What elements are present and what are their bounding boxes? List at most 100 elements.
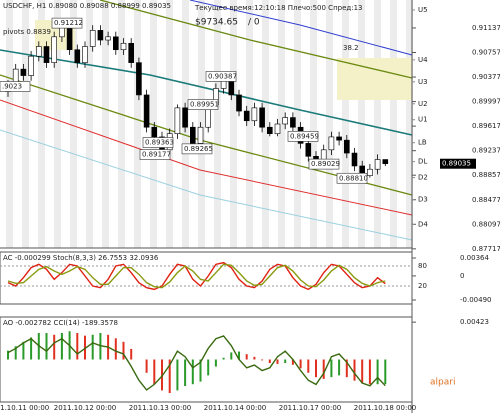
stripe: [230, 0, 237, 248]
level-label: U2: [418, 100, 428, 108]
candle-body: [343, 139, 350, 154]
pivots: pivots 0.8839: [3, 28, 51, 36]
y-tick-label: 0.90377: [472, 73, 500, 81]
price-label: 0.89951: [190, 101, 219, 109]
stripe: [406, 0, 413, 248]
stripe: [38, 0, 45, 248]
candle-body: [43, 46, 50, 63]
x-tick-label: 2011.10.14 00:00: [204, 404, 266, 412]
candle-body: [251, 107, 258, 122]
stripe: [214, 0, 221, 248]
level-label: D4: [418, 220, 428, 228]
candle-body: [382, 159, 389, 165]
x-tick-label: 2011.10.13 00:00: [129, 404, 191, 412]
logo: alpari: [430, 378, 455, 388]
price-label: 0.89177: [142, 151, 171, 159]
price-label-box: [139, 149, 171, 160]
stripe: [294, 0, 301, 248]
session-stripes: [6, 0, 413, 248]
stripe: [54, 0, 61, 248]
level-label: U1: [418, 116, 428, 124]
candle-body: [89, 30, 96, 47]
candle-body: [182, 107, 188, 128]
candle-body: [374, 159, 381, 170]
price-label-box: [205, 71, 237, 82]
candle-body: [113, 36, 119, 51]
candle-body: [236, 94, 242, 112]
x-tick-label: 2011.10.12 00:00: [54, 404, 116, 412]
last-price: 0.89035: [442, 160, 471, 168]
level-label: DL: [418, 158, 427, 166]
price-label-box: [308, 158, 340, 170]
stripe: [86, 0, 93, 248]
level-label: U3: [418, 78, 428, 86]
y-tick-label: 0.88477: [472, 196, 500, 204]
level-label: U5: [418, 6, 428, 14]
stripe: [310, 0, 317, 248]
stripe: [326, 0, 333, 248]
price-label: 0.89459: [290, 132, 319, 140]
candle-body: [274, 123, 281, 134]
candle-body: [305, 143, 312, 157]
candle-body: [259, 107, 265, 128]
candle-body: [82, 46, 88, 63]
y2-tick-label: 0: [460, 272, 464, 280]
candle-body: [105, 36, 111, 41]
stripe: [134, 0, 141, 248]
channel-line: [189, 0, 413, 56]
panel-border: [0, 251, 413, 305]
price-label-box: [287, 131, 319, 142]
stripe: [150, 0, 157, 248]
candle-body: [290, 117, 296, 128]
level-label: LB: [418, 139, 427, 147]
candle-body: [35, 46, 42, 57]
x-tick-label: 2011.10.18 00:00: [354, 404, 416, 412]
candle-body: [136, 62, 142, 96]
candle-body: [174, 107, 181, 134]
y2-tick-label: 0.00364: [460, 254, 489, 262]
positions: / 0: [248, 18, 260, 28]
candle-body: [351, 152, 358, 167]
candle-body: [97, 30, 104, 41]
y2-tick-label: -0.00490: [460, 296, 491, 304]
y-tick-label: 0.88857: [472, 171, 500, 179]
fib-label: 38.2: [343, 44, 359, 52]
title: USDCHF, H1 0.89080 0.89088 0.88999 0.890…: [3, 2, 171, 10]
panel-border: [0, 316, 413, 403]
channel-line: [99, 0, 413, 79]
stripe: [118, 0, 125, 248]
price-label-box: [51, 17, 83, 29]
candle-body: [51, 36, 58, 63]
candle-body: [59, 26, 65, 38]
candle-body: [143, 94, 150, 128]
candle-body: [266, 126, 273, 134]
y-tick-label: 0.89997: [472, 98, 500, 106]
candle-body: [20, 68, 27, 76]
stoch-line: [7, 261, 386, 291]
candle-body: [190, 126, 196, 144]
panel-title: AO -0.002782 CCI(14) -189.3578: [3, 319, 118, 327]
stoch-line: [7, 263, 386, 289]
stripe: [6, 0, 13, 248]
x-tick-label: 2011.10.11 00:00: [0, 404, 49, 412]
price-label-box: [181, 143, 213, 155]
candle-body: [243, 110, 250, 122]
level-label: D3: [418, 196, 428, 204]
stripe: [22, 0, 29, 248]
price-label-box: [187, 99, 219, 110]
fib-zone: [337, 58, 412, 100]
channel-line: [0, 99, 413, 216]
info: Текущее время:12:10:18 Плечо:500 Спред:1…: [194, 4, 363, 12]
last-price-box: [440, 158, 476, 169]
y-tick-label: 0.91137: [472, 24, 500, 32]
candle-body: [128, 42, 134, 63]
stripe: [342, 0, 349, 248]
channel-line: [0, 129, 413, 241]
candle-body: [336, 136, 342, 141]
price-label: 0.89265: [184, 145, 213, 153]
candle-body: [120, 42, 127, 51]
stripe: [262, 0, 269, 248]
candle-body: [328, 136, 335, 151]
y-tick-label: 0.00423: [460, 318, 489, 326]
candle-body: [367, 168, 373, 176]
